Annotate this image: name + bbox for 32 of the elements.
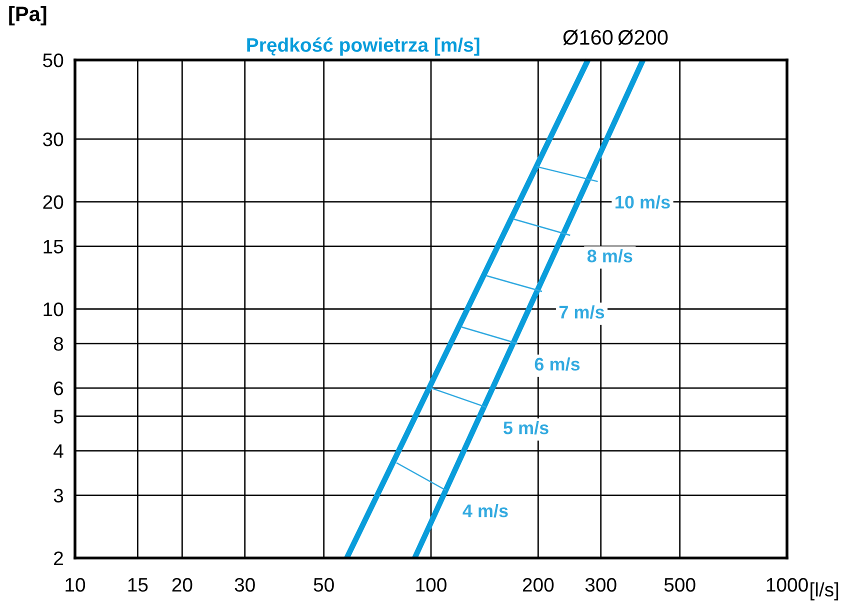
x-tick-label: 1000	[766, 578, 808, 592]
x-tick-label: 30	[234, 578, 255, 592]
y-tick-label: 5	[54, 410, 64, 424]
x-tick-label: 10	[66, 578, 86, 592]
y-tick-label: 3	[54, 488, 64, 503]
y-tick-label: 30	[43, 132, 64, 146]
chart-title: Prędkość powietrza [m/s]	[247, 37, 480, 56]
series-label: 10 m/s	[616, 195, 670, 209]
x-tick-label: 100	[416, 578, 446, 592]
series-label: Ø160	[563, 30, 613, 46]
y-tick-label: 15	[44, 240, 64, 254]
x-tick-label: 20	[172, 578, 192, 592]
x-tick-label: 15	[128, 578, 148, 592]
x-tick-label: 200	[522, 578, 554, 592]
series-label: 6 m/s	[534, 357, 580, 371]
y-tick-label: 6	[54, 382, 64, 396]
x-tick-label: 500	[664, 578, 696, 592]
x-tick-label: 300	[585, 578, 616, 592]
y-tick-label: 4	[54, 444, 64, 458]
y-tick-label: 20	[43, 195, 64, 209]
series-label: 7 m/s	[559, 305, 604, 319]
y-axis-title: [Pa]	[9, 6, 46, 26]
y-tick-label: 2	[54, 551, 63, 566]
y-tick-label: 50	[43, 53, 64, 68]
y-tick-label: 10	[44, 302, 64, 316]
series-label: Ø200	[618, 30, 668, 46]
x-tick-label: 50	[314, 578, 334, 592]
series-label: 8 m/s	[587, 249, 632, 263]
y-tick-label: 8	[54, 336, 64, 351]
series-label: 4 m/s	[462, 504, 508, 518]
x-axis-title: [l/s]	[810, 582, 838, 600]
series-label: 5 m/s	[504, 421, 548, 434]
